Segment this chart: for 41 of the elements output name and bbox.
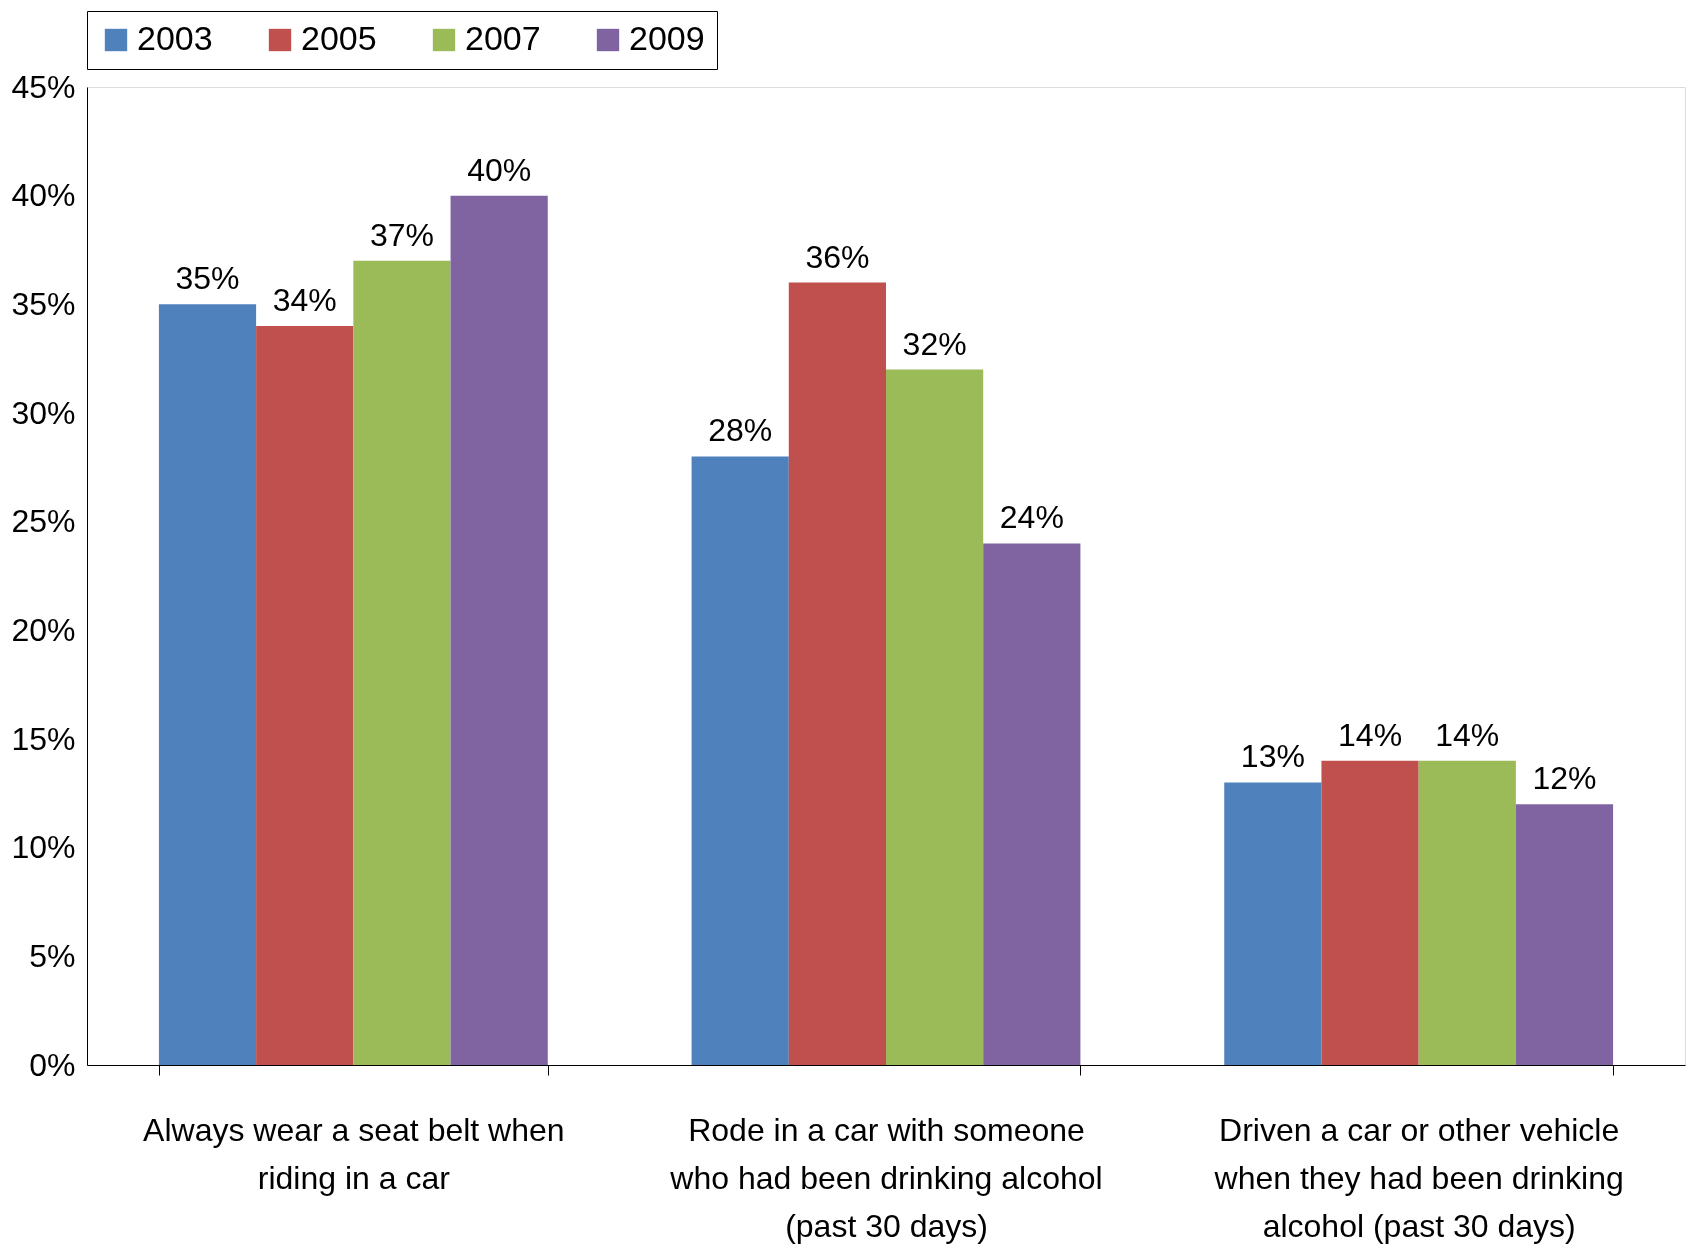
legend-label: 2009 [629,19,705,57]
legend-label: 2003 [137,19,213,57]
y-tick-label: 20% [11,611,76,648]
bar [1321,760,1419,1065]
bar [886,369,984,1065]
y-tick-label: 35% [11,285,76,322]
bar [1224,782,1322,1065]
y-tick-label: 45% [11,68,76,105]
bar [158,304,257,1065]
bar [1418,760,1516,1065]
bar [1515,804,1614,1065]
bar [353,260,451,1065]
data-label: 28% [708,412,773,449]
y-tick-label: 25% [11,503,76,540]
y-tick-label: 10% [11,829,76,866]
data-label: 14% [1338,716,1403,753]
y-tick-label: 40% [11,177,76,214]
data-label: 40% [467,151,532,188]
legend-label: 2005 [301,19,377,57]
data-label: 34% [272,282,337,319]
data-label: 13% [1240,738,1305,775]
bar [983,543,1081,1065]
bar [788,282,886,1065]
y-tick-label: 5% [29,937,76,974]
x-tick-label: Driven a car or other vehicle when they had been drinking alcohol (past 30 days) [1213,1111,1624,1244]
y-tick-label: 30% [11,394,76,431]
data-label: 24% [999,499,1064,536]
data-label: 12% [1532,760,1597,797]
data-label: 36% [805,238,870,275]
data-label: 32% [902,325,967,362]
y-tick-label: 0% [29,1046,76,1083]
data-label: 37% [369,216,434,253]
legend-label: 2007 [465,19,541,57]
bar [256,326,354,1065]
x-tick-label: Always wear a seat belt when riding in a car [143,1111,565,1196]
data-label: 14% [1435,716,1500,753]
x-tick-label: Rode in a car with someone who had been drinking alcohol (past 30 days) [669,1111,1103,1244]
y-tick-label: 15% [11,720,76,757]
bar [691,456,789,1065]
bar [450,195,548,1065]
data-label: 35% [175,260,240,297]
